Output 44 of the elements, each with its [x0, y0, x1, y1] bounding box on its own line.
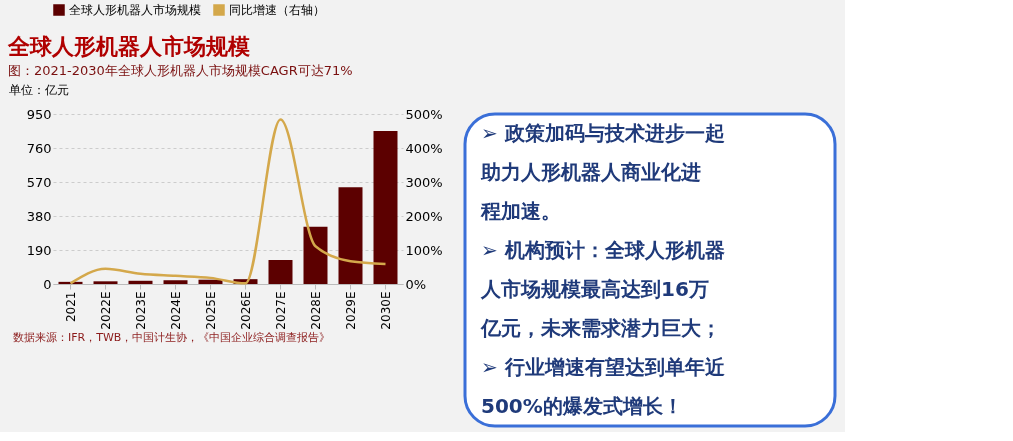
bar: [128, 280, 153, 284]
x-tick-label: 2029E: [343, 291, 358, 330]
y-tick-label: 190: [26, 242, 52, 258]
y2-tick-label: 300%: [405, 174, 443, 190]
x-tick-label: 2025E: [203, 291, 218, 330]
text: 助力人形机器人商业化进: [480, 159, 701, 184]
y-tick-label: 760: [26, 140, 52, 156]
text: ➢ 行业增速有望达到单年近: [481, 354, 725, 379]
y-tick-label: 570: [26, 174, 52, 190]
y2-tick-label: 500%: [405, 106, 443, 122]
y2-tick-label: 0%: [405, 276, 427, 292]
x-tick-label: 2024E: [168, 291, 183, 330]
bar: [268, 260, 293, 284]
bar: [303, 226, 328, 284]
x-tick-label: 2022E: [98, 291, 113, 330]
y-tick-label: 0: [43, 276, 52, 292]
text: 人市场规模最高达到16万: [480, 276, 709, 301]
text: 500%的爆发式增长！: [481, 393, 683, 418]
chart-subtitle: 图：2021-2030年全球人形机器人市场规模CAGR可达71%: [8, 63, 353, 78]
bar: [338, 187, 363, 284]
source-note: 数据来源：IFR，TWB，中国计生协，《中国企业综合调查报告》: [13, 331, 331, 344]
y-tick-label: 380: [26, 208, 52, 224]
bar: [163, 280, 188, 284]
text: ➢ 政策加码与技术进步一起: [481, 120, 725, 145]
x-tick-label: 2030E: [378, 291, 393, 330]
text: 程加速。: [480, 198, 561, 223]
text: 亿元，未来需求潜力巨大；: [480, 315, 721, 340]
x-tick-label: 2026E: [238, 291, 253, 330]
x-tick-label: 2027E: [273, 291, 288, 330]
bar: [373, 131, 398, 284]
legend-label: 全球人形机器人市场规模: [69, 3, 201, 17]
y2-tick-label: 400%: [405, 140, 443, 156]
y2-tick-label: 200%: [405, 208, 443, 224]
text: ➢ 机构预计：全球人形机器: [481, 237, 725, 262]
x-tick-label: 2028E: [308, 291, 323, 330]
legend-label: 同比增速（右轴）: [229, 3, 325, 17]
y2-tick-label: 100%: [405, 242, 443, 258]
y-tick-label: 950: [26, 106, 52, 122]
bar: [93, 281, 118, 284]
chart-title: 全球人形机器人市场规模: [7, 34, 250, 59]
line-series: [69, 118, 387, 285]
y-axis-title: 单位：亿元: [8, 82, 69, 97]
x-tick-label: 2023E: [133, 291, 148, 330]
x-tick-label: 2021: [63, 291, 78, 323]
